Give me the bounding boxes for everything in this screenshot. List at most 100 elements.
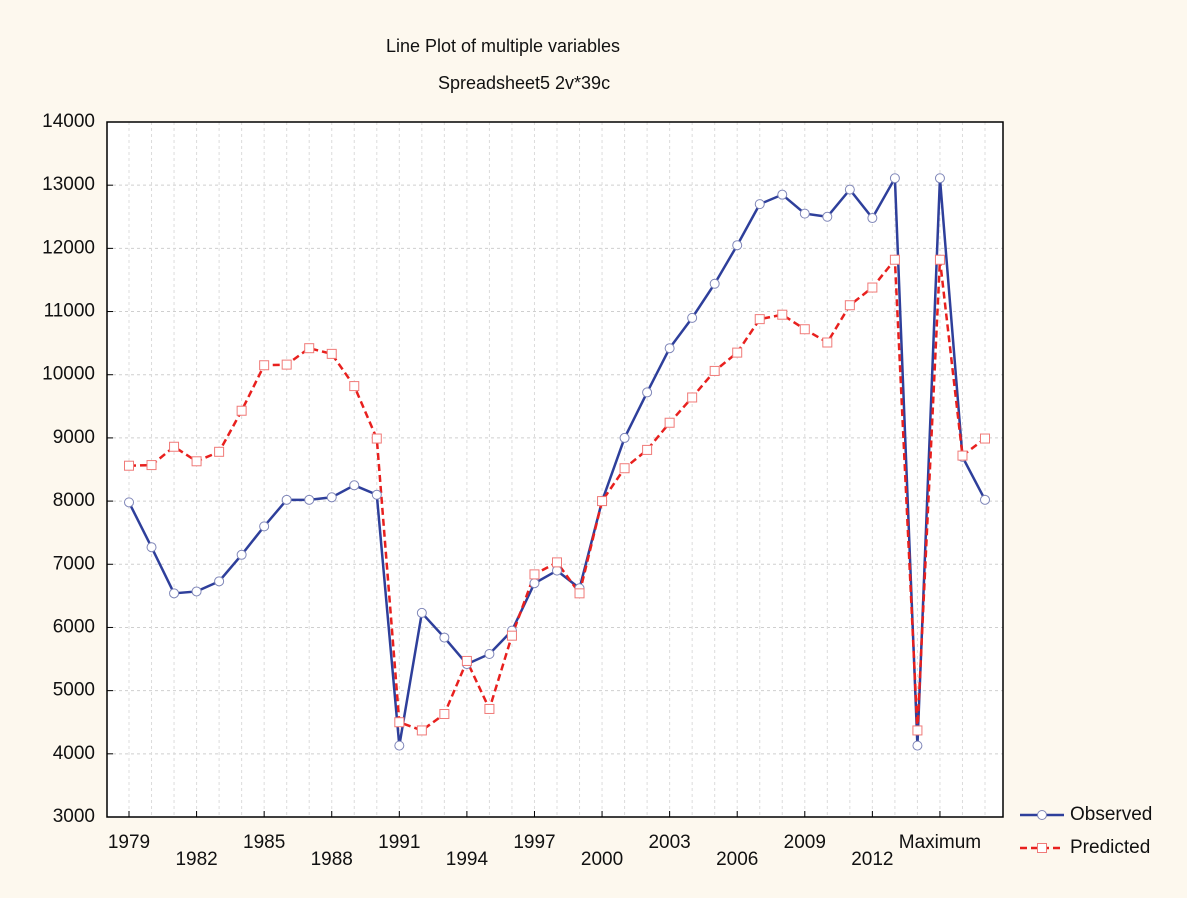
point <box>777 309 788 320</box>
point <box>416 607 427 618</box>
point <box>889 254 900 265</box>
point <box>191 586 202 597</box>
point <box>439 632 450 643</box>
point <box>214 576 225 587</box>
x-tick-label: 1991 <box>378 832 420 853</box>
point <box>934 173 945 184</box>
point <box>687 392 698 403</box>
point <box>664 343 675 354</box>
point <box>304 494 315 505</box>
point <box>326 492 337 503</box>
point <box>754 314 765 325</box>
y-tick-label: 14000 <box>42 111 95 132</box>
point <box>349 381 360 392</box>
x-tick-label: 2009 <box>784 832 826 853</box>
point <box>394 740 405 751</box>
y-tick-label: 9000 <box>53 427 95 448</box>
x-tick-label: 1982 <box>175 849 217 870</box>
point <box>461 655 472 666</box>
point <box>844 184 855 195</box>
legend-marker <box>1037 810 1047 820</box>
point <box>214 446 225 457</box>
point <box>371 433 382 444</box>
point <box>394 717 405 728</box>
point <box>619 463 630 474</box>
point <box>889 173 900 184</box>
point <box>552 557 562 568</box>
point <box>574 588 585 599</box>
point <box>124 460 134 471</box>
point <box>709 278 720 289</box>
point <box>169 588 180 599</box>
point <box>529 569 540 580</box>
series-layer <box>124 173 990 751</box>
point <box>732 240 743 251</box>
point <box>146 460 157 471</box>
plot-frame <box>106 121 1004 818</box>
y-tick-label: 13000 <box>42 174 95 195</box>
point <box>980 494 990 505</box>
point <box>642 444 653 455</box>
point <box>754 199 765 210</box>
legend-label: Observed <box>1070 804 1152 825</box>
x-tick-label: 1979 <box>108 832 150 853</box>
point <box>281 359 292 370</box>
point <box>844 300 855 311</box>
x-tick-label: 2006 <box>716 849 758 870</box>
point <box>191 456 202 467</box>
point <box>934 254 945 265</box>
point <box>822 337 833 348</box>
point <box>867 213 878 224</box>
point <box>732 347 743 358</box>
point <box>484 648 495 659</box>
point <box>980 433 990 444</box>
x-tick-label: 1988 <box>311 849 353 870</box>
y-tick-label: 7000 <box>53 553 95 574</box>
point <box>236 405 247 416</box>
point <box>957 450 968 461</box>
y-tick-label: 8000 <box>53 490 95 511</box>
point <box>236 549 247 560</box>
point <box>799 324 810 335</box>
point <box>709 365 720 376</box>
point <box>597 496 608 507</box>
point <box>777 189 788 200</box>
y-tick-label: 12000 <box>42 237 95 258</box>
point <box>349 480 360 491</box>
point <box>687 312 698 323</box>
x-tick-label: 2000 <box>581 849 623 870</box>
point <box>146 542 157 553</box>
point <box>169 441 180 452</box>
x-tick-label: 2003 <box>648 832 690 853</box>
point <box>124 497 134 508</box>
point <box>506 630 517 641</box>
y-tick-label: 5000 <box>53 680 95 701</box>
chart-title: Line Plot of multiple variables <box>386 36 620 56</box>
point <box>304 343 315 354</box>
chart-subtitle: Spreadsheet5 2v*39c <box>438 73 610 93</box>
point <box>799 208 810 219</box>
x-tick-label: 1985 <box>243 832 285 853</box>
y-tick-label: 4000 <box>53 743 95 764</box>
point <box>912 740 923 751</box>
point <box>619 432 630 443</box>
plot-area <box>107 122 1003 817</box>
legend-label: Predicted <box>1070 837 1150 858</box>
point <box>281 494 292 505</box>
point <box>642 387 653 398</box>
x-tick-label: 1997 <box>513 832 555 853</box>
y-tick-label: 11000 <box>44 301 95 322</box>
point <box>484 703 495 714</box>
x-tick-label: 1994 <box>446 849 489 870</box>
point <box>259 521 270 532</box>
y-tick-label: 10000 <box>42 364 95 385</box>
point <box>822 211 833 222</box>
point <box>529 578 540 589</box>
point <box>552 565 562 576</box>
point <box>416 725 427 736</box>
x-tick-label: Maximum <box>899 832 981 853</box>
point <box>371 489 382 500</box>
x-tick-label: 2012 <box>851 849 893 870</box>
y-tick-label: 6000 <box>53 616 95 637</box>
